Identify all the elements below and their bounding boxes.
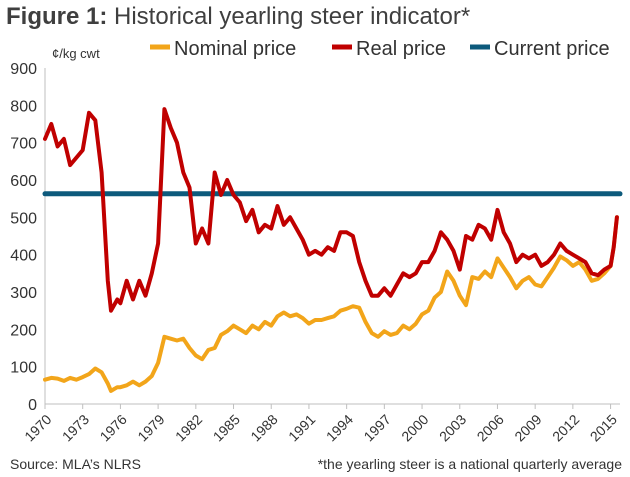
x-tick-label: 1973 <box>59 411 92 444</box>
y-tick-label: 200 <box>10 322 37 339</box>
x-tick-label: 2015 <box>587 411 620 444</box>
legend-label-nominal-price: Nominal price <box>174 38 296 60</box>
x-tick-label: 2003 <box>436 411 469 444</box>
y-axis-label: ¢/kg cwt <box>52 46 100 61</box>
x-tick-label: 1991 <box>285 411 318 444</box>
y-tick-label: 300 <box>10 285 37 302</box>
y-tick-label: 700 <box>10 136 37 153</box>
legend-label-current-price: Current price <box>494 38 610 60</box>
footnote: *the yearling steer is a national quarte… <box>317 456 622 472</box>
x-tick-label: 2012 <box>549 411 582 444</box>
x-tick-label: 2009 <box>511 411 544 444</box>
y-tick-label: 900 <box>10 61 37 78</box>
y-tick-label: 0 <box>28 397 37 414</box>
chart-title: Figure 1: Historical yearling steer indi… <box>6 3 470 31</box>
y-tick-label: 500 <box>10 210 37 227</box>
real-price-line <box>43 107 619 313</box>
x-tick-label: 1997 <box>360 411 393 444</box>
x-tick-label: 2000 <box>398 411 431 444</box>
x-tick-label: 1985 <box>210 411 243 444</box>
x-tick-label: 2006 <box>474 411 507 444</box>
x-tick-label: 1982 <box>172 411 205 444</box>
y-tick-label: 400 <box>10 248 37 265</box>
y-tick-label: 100 <box>10 360 37 377</box>
x-tick-label: 1970 <box>21 411 54 444</box>
figure-title-text: Historical yearling steer indicator* <box>107 3 471 30</box>
x-tick-label: 1976 <box>97 411 130 444</box>
x-tick-label: 1988 <box>247 411 280 444</box>
nominal-price-line <box>43 215 619 393</box>
x-tick-label: 1994 <box>323 411 356 444</box>
y-tick-label: 600 <box>10 173 37 190</box>
legend-label-real-price: Real price <box>356 38 446 60</box>
source-note: Source: MLA’s NLRS <box>10 456 141 472</box>
figure-number: Figure 1: <box>6 3 108 30</box>
x-tick-label: 1979 <box>134 411 167 444</box>
y-tick-label: 800 <box>10 98 37 115</box>
